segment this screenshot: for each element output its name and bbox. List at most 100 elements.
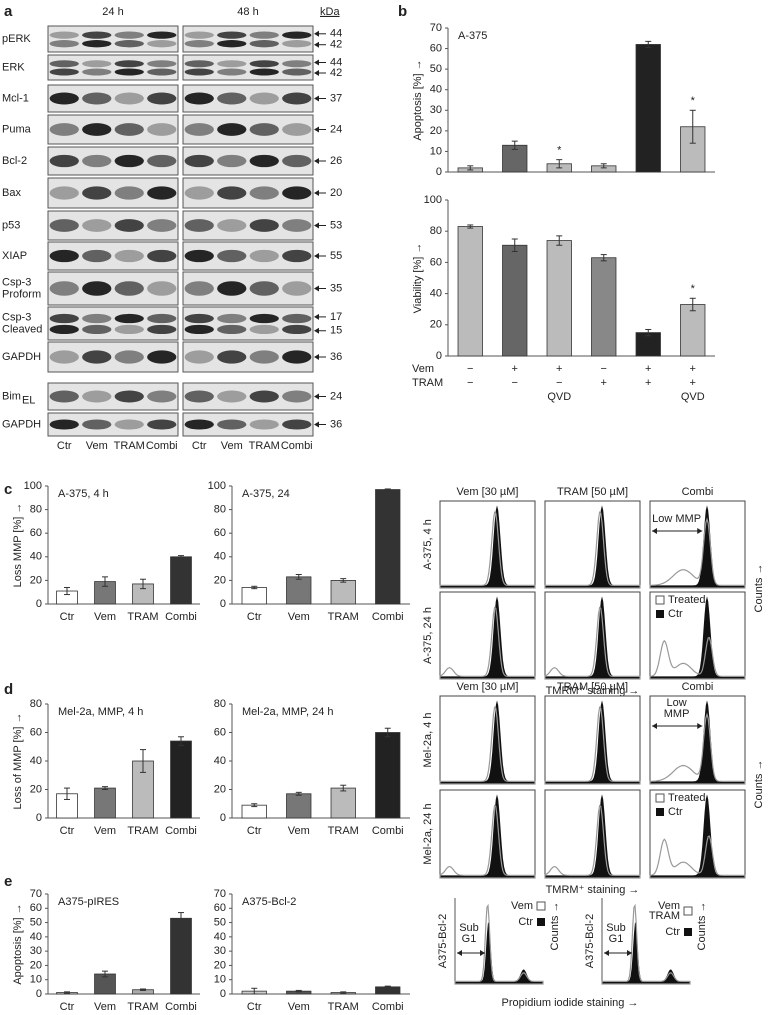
x-tick-label: TRAM	[328, 611, 359, 623]
blot-band	[114, 92, 144, 105]
blot-band	[249, 60, 279, 68]
y-tick-label: 40	[30, 551, 42, 563]
y-tick-label: 40	[214, 551, 226, 563]
panel-letter: a	[4, 3, 13, 20]
flow-column-label: Vem [30 µM]	[457, 486, 519, 498]
y-tick-label: 60	[214, 527, 226, 539]
blot-row-label: pERK	[2, 33, 31, 45]
flow-y-label: Counts →	[753, 760, 765, 809]
gate-label: MMP	[664, 708, 690, 720]
bar	[330, 580, 356, 605]
kda-arrowhead	[314, 354, 319, 360]
blot-band	[114, 324, 144, 335]
lane-label: TRAM	[249, 440, 280, 452]
y-tick-label: 20	[30, 959, 42, 971]
y-tick-label: 40	[214, 755, 226, 767]
blot-band	[147, 60, 177, 68]
x-tick-label: Vem	[94, 1001, 116, 1013]
y-tick-label: 60	[214, 902, 226, 914]
y-tick-label: 10	[30, 974, 42, 986]
kda-arrowhead	[314, 393, 319, 400]
blot-band	[217, 60, 247, 68]
blot-band	[282, 219, 312, 232]
table-cell: +	[645, 363, 651, 375]
blot-band	[82, 40, 112, 48]
y-tick-label: 0	[36, 598, 42, 610]
treated-histogram	[649, 636, 746, 680]
blot-band	[184, 219, 214, 232]
kda-arrowhead	[314, 313, 319, 320]
table-cell: +	[601, 377, 607, 389]
x-tick-label: Vem	[288, 825, 310, 837]
blot-box	[47, 54, 179, 81]
y-tick-label: 20	[214, 783, 226, 795]
treated-histogram	[649, 517, 746, 589]
blot-band	[147, 219, 177, 232]
y-tick-label: 10	[430, 145, 442, 157]
y-tick-label: 60	[214, 726, 226, 738]
blot-band	[147, 40, 177, 48]
blot-row-label: Mcl-1	[2, 92, 29, 104]
blot-row-label: p53	[2, 219, 20, 231]
treated-histogram	[544, 706, 641, 785]
blot-band	[49, 324, 79, 335]
chart-title: A375-pIRES	[58, 896, 119, 908]
kda-arrowhead	[314, 222, 319, 229]
blot-row-label: GAPDH	[2, 351, 41, 363]
x-tick-label: Ctr	[247, 825, 262, 837]
y-tick-label: 20	[430, 319, 442, 331]
table-cell: −	[467, 377, 473, 389]
blot-band	[184, 390, 214, 403]
lane-label: Ctr	[192, 440, 207, 452]
legend-label: Treated	[668, 792, 706, 804]
kda-label: 55	[330, 250, 342, 262]
blot-band	[282, 40, 312, 48]
blot-band	[49, 281, 79, 296]
blot-band	[147, 313, 177, 324]
lane-label: Vem	[221, 440, 243, 452]
treated-histogram	[439, 804, 536, 879]
blot-band	[217, 92, 247, 105]
legend-swatch	[537, 918, 545, 926]
legend-label: Ctr	[518, 916, 533, 928]
blot-band	[217, 313, 247, 324]
blot-band	[184, 123, 214, 136]
flow-column-label: Vem [30 µM]	[457, 681, 519, 693]
blot-band	[114, 390, 144, 403]
blot-band	[282, 92, 312, 105]
x-tick-label: TRAM	[127, 611, 158, 623]
blot-band	[249, 313, 279, 324]
blot-row-label: Proform	[2, 288, 41, 300]
blot-band	[282, 154, 312, 168]
legend-label: Ctr	[665, 926, 680, 938]
chart-title: A-375	[458, 30, 487, 42]
x-tick-label: TRAM	[328, 1001, 359, 1013]
flow-row-label: A-375, 4 h	[422, 519, 434, 570]
blot-band	[249, 186, 279, 200]
ctr-histogram	[440, 700, 535, 784]
blot-band	[282, 31, 312, 39]
blot-row-subscript: EL	[22, 394, 35, 406]
blot-band	[282, 68, 312, 76]
blot-band	[217, 186, 247, 200]
blot-band	[217, 31, 247, 39]
y-tick-label: 0	[36, 812, 42, 824]
blot-band	[49, 154, 79, 168]
blot-band	[82, 350, 112, 364]
kda-arrowhead	[314, 253, 319, 259]
blot-band	[249, 390, 279, 403]
blot-band	[249, 31, 279, 39]
table-cell: +	[690, 363, 696, 375]
blot-row-label: ERK	[2, 61, 25, 73]
blot-band	[49, 68, 79, 76]
blot-band	[82, 68, 112, 76]
kda-arrowhead	[314, 190, 319, 196]
blot-band	[282, 313, 312, 324]
flow-row-label: A375-Bcl-2	[437, 914, 449, 968]
bar	[680, 126, 706, 173]
y-tick-label: 10	[214, 974, 226, 986]
gate-label: G1	[609, 933, 624, 945]
y-tick-label: 60	[30, 902, 42, 914]
flow-box	[439, 695, 536, 785]
